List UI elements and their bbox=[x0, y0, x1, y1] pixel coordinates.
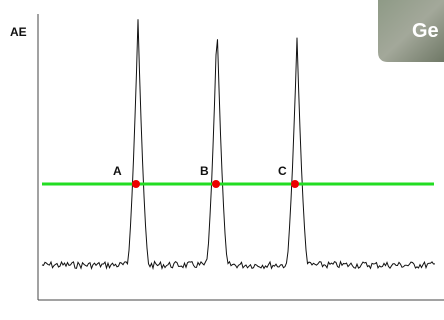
point-label: B bbox=[200, 164, 209, 178]
photo-caption: Ge bbox=[412, 20, 439, 42]
axis-label: AE bbox=[10, 25, 27, 39]
point-label: A bbox=[113, 164, 122, 178]
photo-thumbnail bbox=[378, 0, 444, 62]
point-label: C bbox=[278, 164, 287, 178]
crossing-point bbox=[291, 180, 299, 188]
crossing-point bbox=[132, 180, 140, 188]
waveform bbox=[41, 19, 436, 271]
crossing-point bbox=[212, 180, 220, 188]
